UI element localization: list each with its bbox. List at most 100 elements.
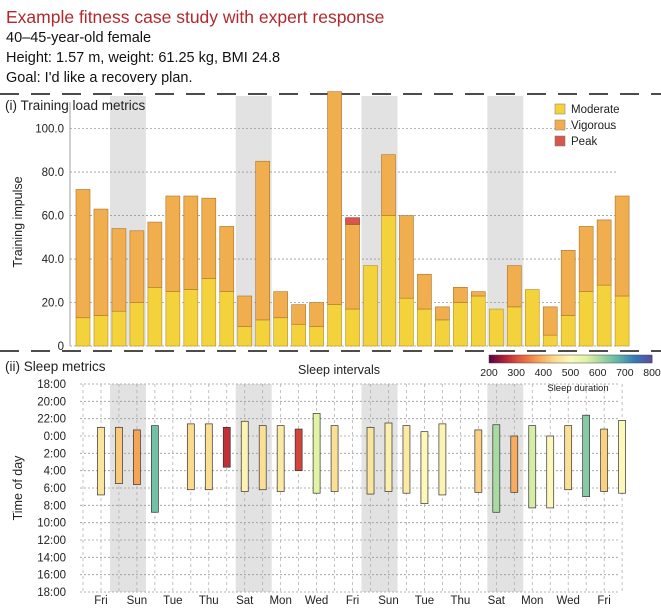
moderate-bar-24: [506, 306, 522, 347]
sleep-interval-0: [97, 426, 105, 496]
moderate-bar-21: [453, 302, 468, 347]
vigorous-bar-21: [453, 287, 468, 303]
colorbar-tick-300: 300: [507, 367, 525, 379]
colorbar-segment-12: [519, 355, 523, 363]
colorbar-segment-11: [517, 355, 520, 363]
sleep-interval-22: [492, 424, 501, 513]
case-header: Example fitness case study with expert r…: [6, 6, 384, 88]
moderate-bar-2: [111, 310, 127, 347]
training-ytick-label-2: 40.0: [42, 254, 64, 266]
colorbar-segment-35: [578, 355, 582, 363]
sleep-interval-2: [133, 429, 141, 485]
colorbar-segment-6: [504, 355, 508, 363]
colorbar-segment-33: [573, 355, 576, 363]
sleep-interval-10: [276, 425, 285, 492]
colorbar-segment-52: [621, 355, 625, 363]
sleep-interval-1: [115, 426, 123, 485]
colorbar-segment-39: [588, 355, 592, 363]
training-panel-label: (i) Training load metrics: [5, 98, 146, 113]
sleep-interval-29: [618, 420, 626, 494]
sleep-xtick-label-0: Fri: [94, 595, 107, 607]
vigorous-bar-14: [327, 91, 342, 305]
colorbar-tick-800: 800: [643, 367, 661, 379]
sleep-interval-15: [366, 426, 375, 495]
sleep-xtick-label-10: Thu: [450, 595, 470, 607]
moderate-bar-5: [165, 291, 181, 347]
vigorous-bar-27: [560, 250, 576, 316]
moderate-bar-29: [596, 284, 612, 347]
colorbar-tick-600: 600: [589, 367, 607, 379]
sleep-ytick-label-5: 4:00: [44, 466, 66, 478]
sleep-interval-27: [582, 414, 591, 498]
sleep-interval-28: [600, 428, 608, 492]
sleep-interval-17: [402, 425, 411, 494]
colorbar-tick-200: 200: [480, 367, 498, 379]
colorbar-segment-14: [524, 355, 528, 363]
training-ytick-label-3: 60.0: [42, 211, 64, 223]
moderate-bar-30: [614, 295, 630, 347]
colorbar-segment-58: [636, 355, 640, 363]
vigorous-bar-0: [75, 189, 91, 319]
sleep-ylabel: Time of day: [11, 455, 25, 521]
vigorous-bar-4: [147, 221, 163, 288]
colorbar-segment-36: [580, 355, 584, 363]
colorbar-label: Sleep duration: [547, 383, 608, 394]
colorbar-segment-21: [542, 355, 546, 363]
sleep-interval-26: [564, 425, 573, 491]
colorbar-segment-41: [593, 355, 597, 363]
sleep-interval-24: [528, 425, 537, 509]
moderate-bar-12: [291, 323, 306, 347]
sleep-ytick-label-6: 6:00: [44, 483, 66, 495]
colorbar-segment-51: [618, 355, 622, 363]
sleep-ytick-label-12: 18:00: [37, 587, 66, 599]
sleep-ytick-label-1: 20:00: [37, 396, 66, 408]
training-ytick-label-4: 80.0: [42, 167, 64, 179]
sleep-title: Sleep intervals: [298, 363, 380, 377]
sleep-ytick-label-7: 8:00: [44, 500, 66, 512]
moderate-bar-28: [578, 291, 594, 347]
sleep-interval-3: [151, 425, 159, 513]
moderate-bar-26: [542, 334, 558, 347]
colorbar-segment-43: [598, 355, 602, 363]
legend-label-vigorous: Vigorous: [571, 120, 616, 132]
colorbar-segment-19: [537, 355, 541, 363]
colorbar-segment-13: [522, 355, 526, 363]
sleep-xtick-label-11: Sat: [488, 595, 506, 607]
moderate-bar-11: [273, 317, 288, 347]
moderate-bar-10: [255, 319, 270, 347]
sleep-interval-23: [510, 435, 519, 493]
colorbar-segment-32: [570, 355, 574, 363]
colorbar-segment-30: [565, 355, 569, 363]
vigorous-bar-28: [578, 226, 594, 292]
sleep-xtick-label-13: Wed: [556, 595, 579, 607]
sleep-ytick-label-2: 22:00: [37, 414, 66, 426]
colorbar-segment-29: [562, 355, 566, 363]
legend-swatch-moderate: [554, 103, 566, 115]
vigorous-bar-8: [219, 226, 235, 292]
moderate-bar-14: [327, 304, 342, 347]
sleep-ytick-label-11: 16:00: [37, 570, 66, 582]
sleep-xtick-label-12: Mon: [521, 595, 543, 607]
colorbar-segment-23: [547, 355, 551, 363]
colorbar-segment-55: [629, 355, 633, 363]
sleep-interval-25: [546, 435, 555, 509]
sleep-xtick-label-6: Wed: [305, 595, 328, 607]
moderate-bar-17: [381, 215, 396, 347]
colorbar-segment-24: [550, 355, 554, 363]
sleep-xtick-label-9: Tue: [415, 595, 434, 607]
vigorous-bar-7: [201, 197, 217, 279]
moderate-bar-4: [147, 287, 163, 347]
colorbar-tick-700: 700: [616, 367, 634, 379]
moderate-bar-8: [219, 291, 235, 347]
colorbar-segment-37: [583, 355, 587, 363]
colorbar-segment-5: [501, 355, 505, 363]
colorbar-segment-16: [529, 355, 533, 363]
colorbar-segment-18: [534, 355, 538, 363]
moderate-bar-3: [129, 302, 145, 347]
sleep-interval-7: [222, 426, 231, 468]
goal-line: Goal: I'd like a recovery plan.: [6, 70, 193, 86]
vigorous-bar-26: [542, 306, 558, 336]
vigorous-bar-10: [255, 160, 270, 321]
moderate-bar-27: [560, 315, 576, 347]
